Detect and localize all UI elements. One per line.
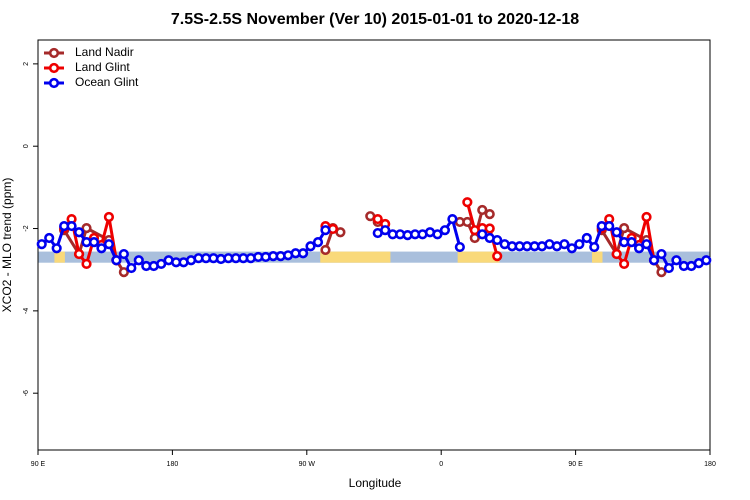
data-point <box>118 248 129 260</box>
x-tick-label: 90 E <box>31 461 46 468</box>
data-point <box>671 255 682 266</box>
x-tick-label: 0 <box>439 461 443 468</box>
land-segment <box>592 251 603 263</box>
data-point <box>574 239 585 250</box>
data-point <box>626 237 637 248</box>
data-point <box>611 248 622 260</box>
data-point <box>611 227 622 238</box>
data-point <box>88 237 100 248</box>
data-point <box>126 262 137 274</box>
chart-title: 7.5S-2.5S November (Ver 10) 2015-01-01 t… <box>171 11 579 28</box>
data-point <box>133 255 144 266</box>
data-point <box>462 197 473 208</box>
y-axis-label: XCO2 - MLO trend (ppm) <box>0 178 14 313</box>
data-point <box>619 258 630 270</box>
legend-marker <box>48 77 60 89</box>
data-point <box>81 258 92 270</box>
land-segment <box>54 251 65 263</box>
legend-label: Land Nadir <box>75 45 134 59</box>
data-point <box>36 239 47 250</box>
data-point <box>462 216 473 228</box>
data-point <box>447 213 458 225</box>
y-tick-label: -4 <box>23 308 30 314</box>
data-point <box>51 243 62 254</box>
data-point <box>581 232 592 244</box>
data-point <box>320 225 331 236</box>
x-axis-label: Longitude <box>349 476 402 490</box>
data-point <box>619 223 630 234</box>
data-point <box>656 267 667 278</box>
data-point <box>432 229 443 240</box>
data-point <box>566 243 577 254</box>
land-segment <box>457 251 500 263</box>
data-point <box>439 225 451 236</box>
legend-label: Land Glint <box>75 60 130 74</box>
x-tick-label: 180 <box>167 461 179 468</box>
data-point <box>492 234 503 246</box>
data-point <box>297 248 309 259</box>
data-point <box>312 237 324 248</box>
data-point <box>656 248 667 260</box>
y-tick-label: -6 <box>23 390 30 396</box>
data-point <box>484 209 495 220</box>
data-point <box>81 223 92 234</box>
data-point <box>73 227 85 238</box>
land-segment <box>320 251 391 263</box>
data-point <box>96 243 107 254</box>
y-tick-label: -2 <box>23 225 30 231</box>
y-tick-label: 2 <box>23 62 30 66</box>
data-point <box>604 220 615 232</box>
data-point <box>701 255 712 266</box>
x-tick-label: 90 E <box>568 461 583 468</box>
data-point <box>156 258 167 270</box>
data-point <box>484 223 495 234</box>
data-point <box>103 211 115 223</box>
data-point <box>73 248 85 260</box>
data-point <box>118 267 129 278</box>
plot-frame <box>37 39 711 451</box>
x-tick-label: 90 W <box>299 461 316 468</box>
data-point <box>641 239 652 250</box>
data-point <box>589 241 600 253</box>
data-point <box>648 255 660 266</box>
data-point <box>641 211 652 223</box>
data-point <box>44 232 55 244</box>
data-point <box>477 229 488 240</box>
x-tick-label: 180 <box>704 461 716 468</box>
data-point <box>111 255 122 266</box>
legend-marker <box>48 62 60 74</box>
legend-marker <box>48 47 60 59</box>
data-point <box>633 243 645 254</box>
y-tick-label: 0 <box>23 144 30 148</box>
data-point <box>66 220 77 232</box>
data-point <box>372 213 383 225</box>
legend-label: Ocean Glint <box>75 75 139 89</box>
data-point <box>305 241 316 252</box>
data-point <box>380 225 391 236</box>
data-point <box>454 241 465 253</box>
data-point <box>492 251 503 262</box>
data-point <box>663 262 675 274</box>
data-point <box>559 239 570 250</box>
data-point <box>103 239 115 250</box>
data-point <box>477 204 488 216</box>
data-point <box>320 244 331 256</box>
